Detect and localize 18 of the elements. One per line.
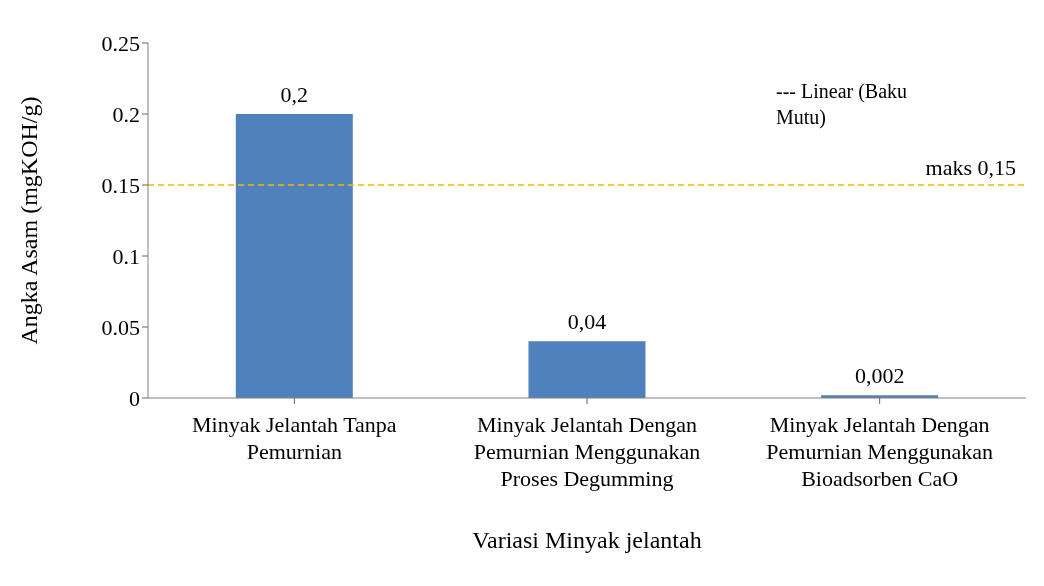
y-tick-label: 0.1 bbox=[112, 243, 140, 269]
ref-line-label: maks 0,15 bbox=[925, 155, 1016, 180]
x-tick-label: Minyak Jelantah Dengan Pemurnian Menggunakan Proses Degumming bbox=[473, 412, 701, 491]
data-label: 0,002 bbox=[854, 363, 905, 389]
y-tick-label: 0.05 bbox=[101, 314, 140, 340]
y-tick-label: 0 bbox=[129, 385, 140, 411]
annotation: --- Linear (Baku Mutu) bbox=[776, 79, 909, 130]
y-axis-title: Angka Asam (mgKOH/g) bbox=[15, 96, 42, 345]
x-axis-title: Variasi Minyak jelantah bbox=[472, 527, 702, 553]
data-label: 0,2 bbox=[280, 82, 309, 107]
y-tick-label: 0.15 bbox=[101, 172, 140, 198]
bar bbox=[235, 114, 353, 398]
y-tick-label: 0.2 bbox=[112, 101, 140, 127]
data-label: 0,04 bbox=[567, 309, 607, 335]
bar bbox=[528, 341, 646, 398]
y-tick-label: 0.25 bbox=[101, 30, 140, 56]
x-tick-label: Minyak Jelantah Dengan Pemurnian Menggunakan Bioadsorben CaO bbox=[766, 412, 993, 491]
x-tick-label: Minyak Jelantah Tanpa Pemurnian bbox=[192, 412, 397, 464]
